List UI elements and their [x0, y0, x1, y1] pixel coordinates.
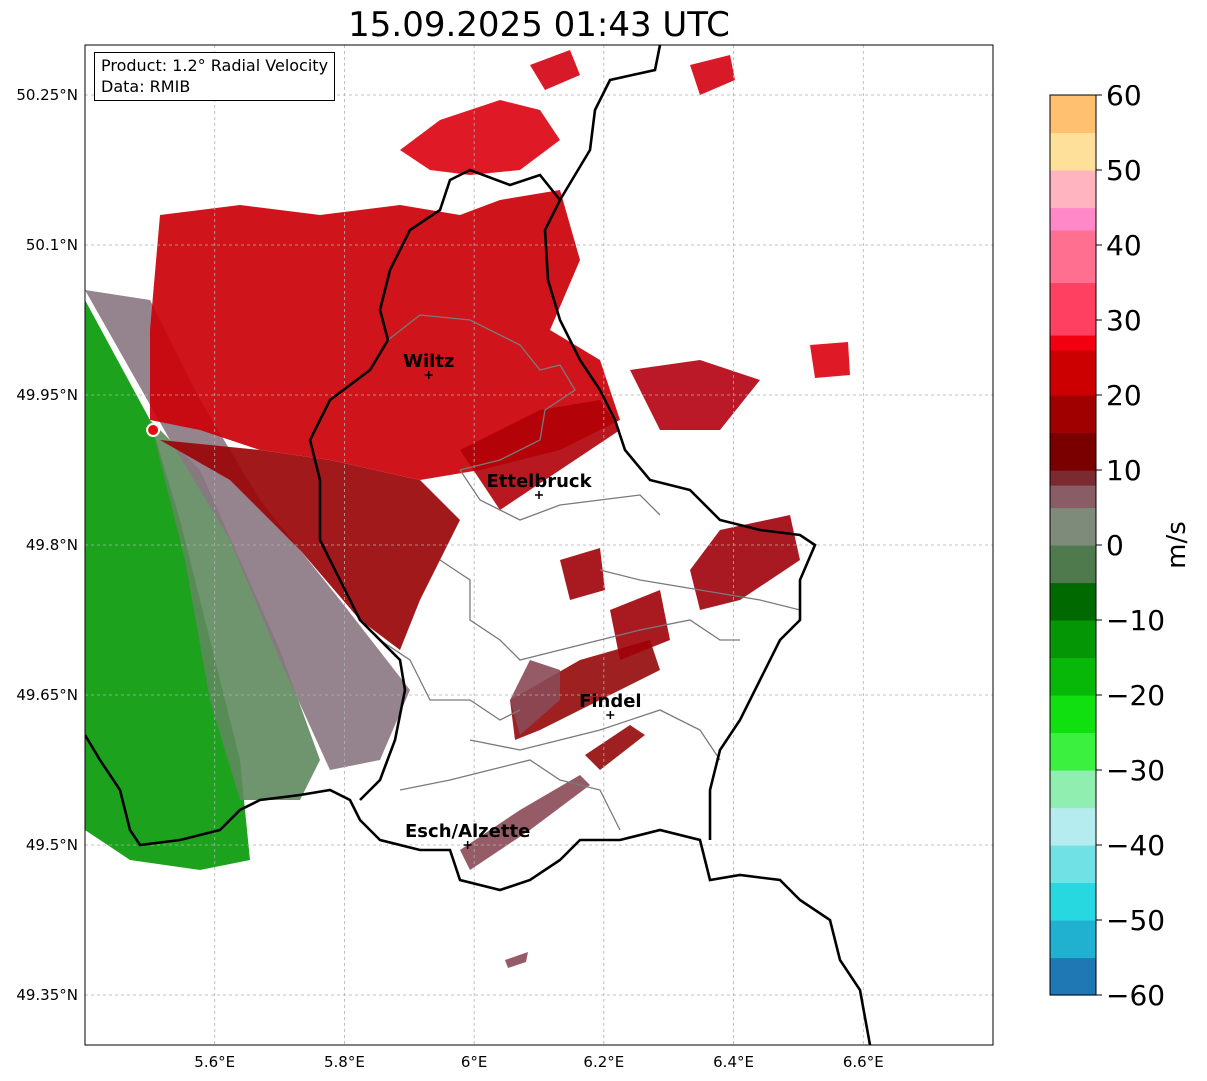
lat-tick-label: 50.1°N — [26, 236, 78, 254]
colorbar-band — [1050, 335, 1096, 351]
city-label: Wiltz — [403, 351, 454, 372]
colorbar-band — [1050, 132, 1096, 171]
colorbar-band — [1050, 807, 1096, 846]
colorbar-tick-label: −20 — [1106, 679, 1165, 712]
lat-tick-label: 49.8°N — [26, 536, 78, 554]
lon-tick-label: 6.6°E — [843, 1053, 884, 1071]
echo-outbound-ne — [530, 50, 580, 90]
colorbar-band — [1050, 95, 1096, 134]
echo-findel-grey — [510, 660, 560, 735]
colorbar-tick-label: 50 — [1106, 154, 1142, 187]
map-title: 15.09.2025 01:43 UTC — [348, 5, 730, 45]
info-box: Product: 1.2° Radial Velocity Data: RMIB — [94, 52, 336, 101]
colorbar-band — [1050, 770, 1096, 809]
colorbar-ticks: 60 50 40 30 20 10 0 −10 −20 −30 −40 −50 −60 — [1096, 85, 1165, 1012]
echo-esch — [460, 775, 590, 870]
colorbar-tick-label: 60 — [1106, 85, 1142, 112]
radar-map: 5.6°E 5.8°E 6°E 6.2°E 6.4°E 6.6°E 50.25°N 50.1°… — [16, 44, 994, 1071]
colorbar-tick-label: 0 — [1106, 529, 1124, 562]
echo-mid-cells — [560, 548, 605, 600]
lat-tick-label: 49.35°N — [16, 986, 78, 1004]
lon-tick-label: 6.2°E — [583, 1053, 624, 1071]
city-labels: Wiltz Ettelbruck Findel Esch/Alzette — [403, 351, 642, 849]
colorbar-tick-label: 10 — [1106, 454, 1142, 487]
colorbar-bands — [1050, 95, 1096, 996]
colorbar-tick-label: −50 — [1106, 904, 1165, 937]
city-marker — [424, 371, 433, 379]
colorbar-tick-label: 40 — [1106, 229, 1142, 262]
lat-tick-label: 49.5°N — [26, 836, 78, 854]
echo-outbound-north — [400, 100, 560, 175]
echo-far-east — [810, 342, 850, 378]
colorbar-band — [1050, 920, 1096, 959]
colorbar-band — [1050, 657, 1096, 696]
echo-inbound-strong — [85, 300, 250, 870]
lon-tick-label: 6°E — [461, 1053, 488, 1071]
echo-east-cells — [630, 360, 760, 430]
colorbar-band — [1050, 470, 1096, 486]
colorbar-unit-label: m/s — [1162, 521, 1192, 569]
data-source-label: Data: RMIB — [101, 77, 191, 96]
product-label: Product: 1.2° Radial Velocity — [101, 56, 329, 75]
lon-tick-label: 6.4°E — [713, 1053, 754, 1071]
colorbar-band — [1050, 207, 1096, 231]
colorbar-band — [1050, 282, 1096, 336]
radar-site-marker — [146, 423, 161, 437]
colorbar-band — [1050, 507, 1096, 546]
colorbar-band — [1050, 695, 1096, 734]
city-label: Findel — [579, 691, 642, 712]
colorbar-tick-label: −40 — [1106, 829, 1165, 862]
colorbar-band — [1050, 350, 1096, 396]
lon-tick-label: 5.6°E — [194, 1053, 235, 1071]
canton-boundaries — [379, 314, 801, 831]
colorbar-band — [1050, 545, 1096, 584]
colorbar-band — [1050, 395, 1096, 434]
lat-tick-label: 49.65°N — [16, 686, 78, 704]
colorbar-tick-label: −30 — [1106, 754, 1165, 787]
echo-outbound-band — [460, 400, 620, 510]
echo-inbound-weak — [150, 420, 320, 800]
city-label: Ettelbruck — [486, 471, 592, 492]
colorbar-band — [1050, 732, 1096, 771]
radar-echoes — [85, 50, 850, 968]
lon-tick-label: 5.8°E — [324, 1053, 365, 1071]
city-marker — [606, 711, 615, 719]
map-frame — [84, 44, 994, 1046]
axis-ticks: 5.6°E 5.8°E 6°E 6.2°E 6.4°E 6.6°E 50.25°N 50.1°… — [16, 86, 883, 1071]
echo-small-se — [505, 952, 528, 968]
echo-outbound — [150, 190, 620, 480]
city-label: Esch/Alzette — [405, 821, 530, 842]
colorbar-tick-label: 20 — [1106, 379, 1142, 412]
echo-outbound-ne2 — [690, 55, 735, 95]
colorbar-tick-label: −60 — [1106, 979, 1165, 1012]
country-border — [85, 45, 872, 1045]
boundaries — [85, 45, 872, 1045]
colorbar-band — [1050, 230, 1096, 284]
city-marker — [535, 491, 543, 499]
colorbar-tick-label: 30 — [1106, 304, 1142, 337]
echo-southeast — [690, 515, 800, 610]
lat-tick-label: 49.95°N — [16, 386, 78, 404]
colorbar-band — [1050, 432, 1096, 471]
lat-tick-label: 50.25°N — [16, 86, 78, 104]
echo-band-findel — [510, 640, 660, 740]
echo-band-south — [585, 725, 645, 770]
colorbar-band — [1050, 582, 1096, 621]
colorbar-band — [1050, 957, 1096, 996]
colorbar-band — [1050, 845, 1096, 884]
colorbar-band — [1050, 485, 1096, 509]
colorbar-band — [1050, 170, 1096, 209]
colorbar-tick-label: −10 — [1106, 604, 1165, 637]
colorbar-band — [1050, 620, 1096, 659]
colorbar: 60 50 40 30 20 10 0 −10 −20 −30 −40 −50 −60 m/s — [1049, 85, 1192, 1012]
city-marker — [463, 841, 472, 849]
colorbar-band — [1050, 882, 1096, 921]
echo-mid-cells-2 — [610, 590, 670, 660]
